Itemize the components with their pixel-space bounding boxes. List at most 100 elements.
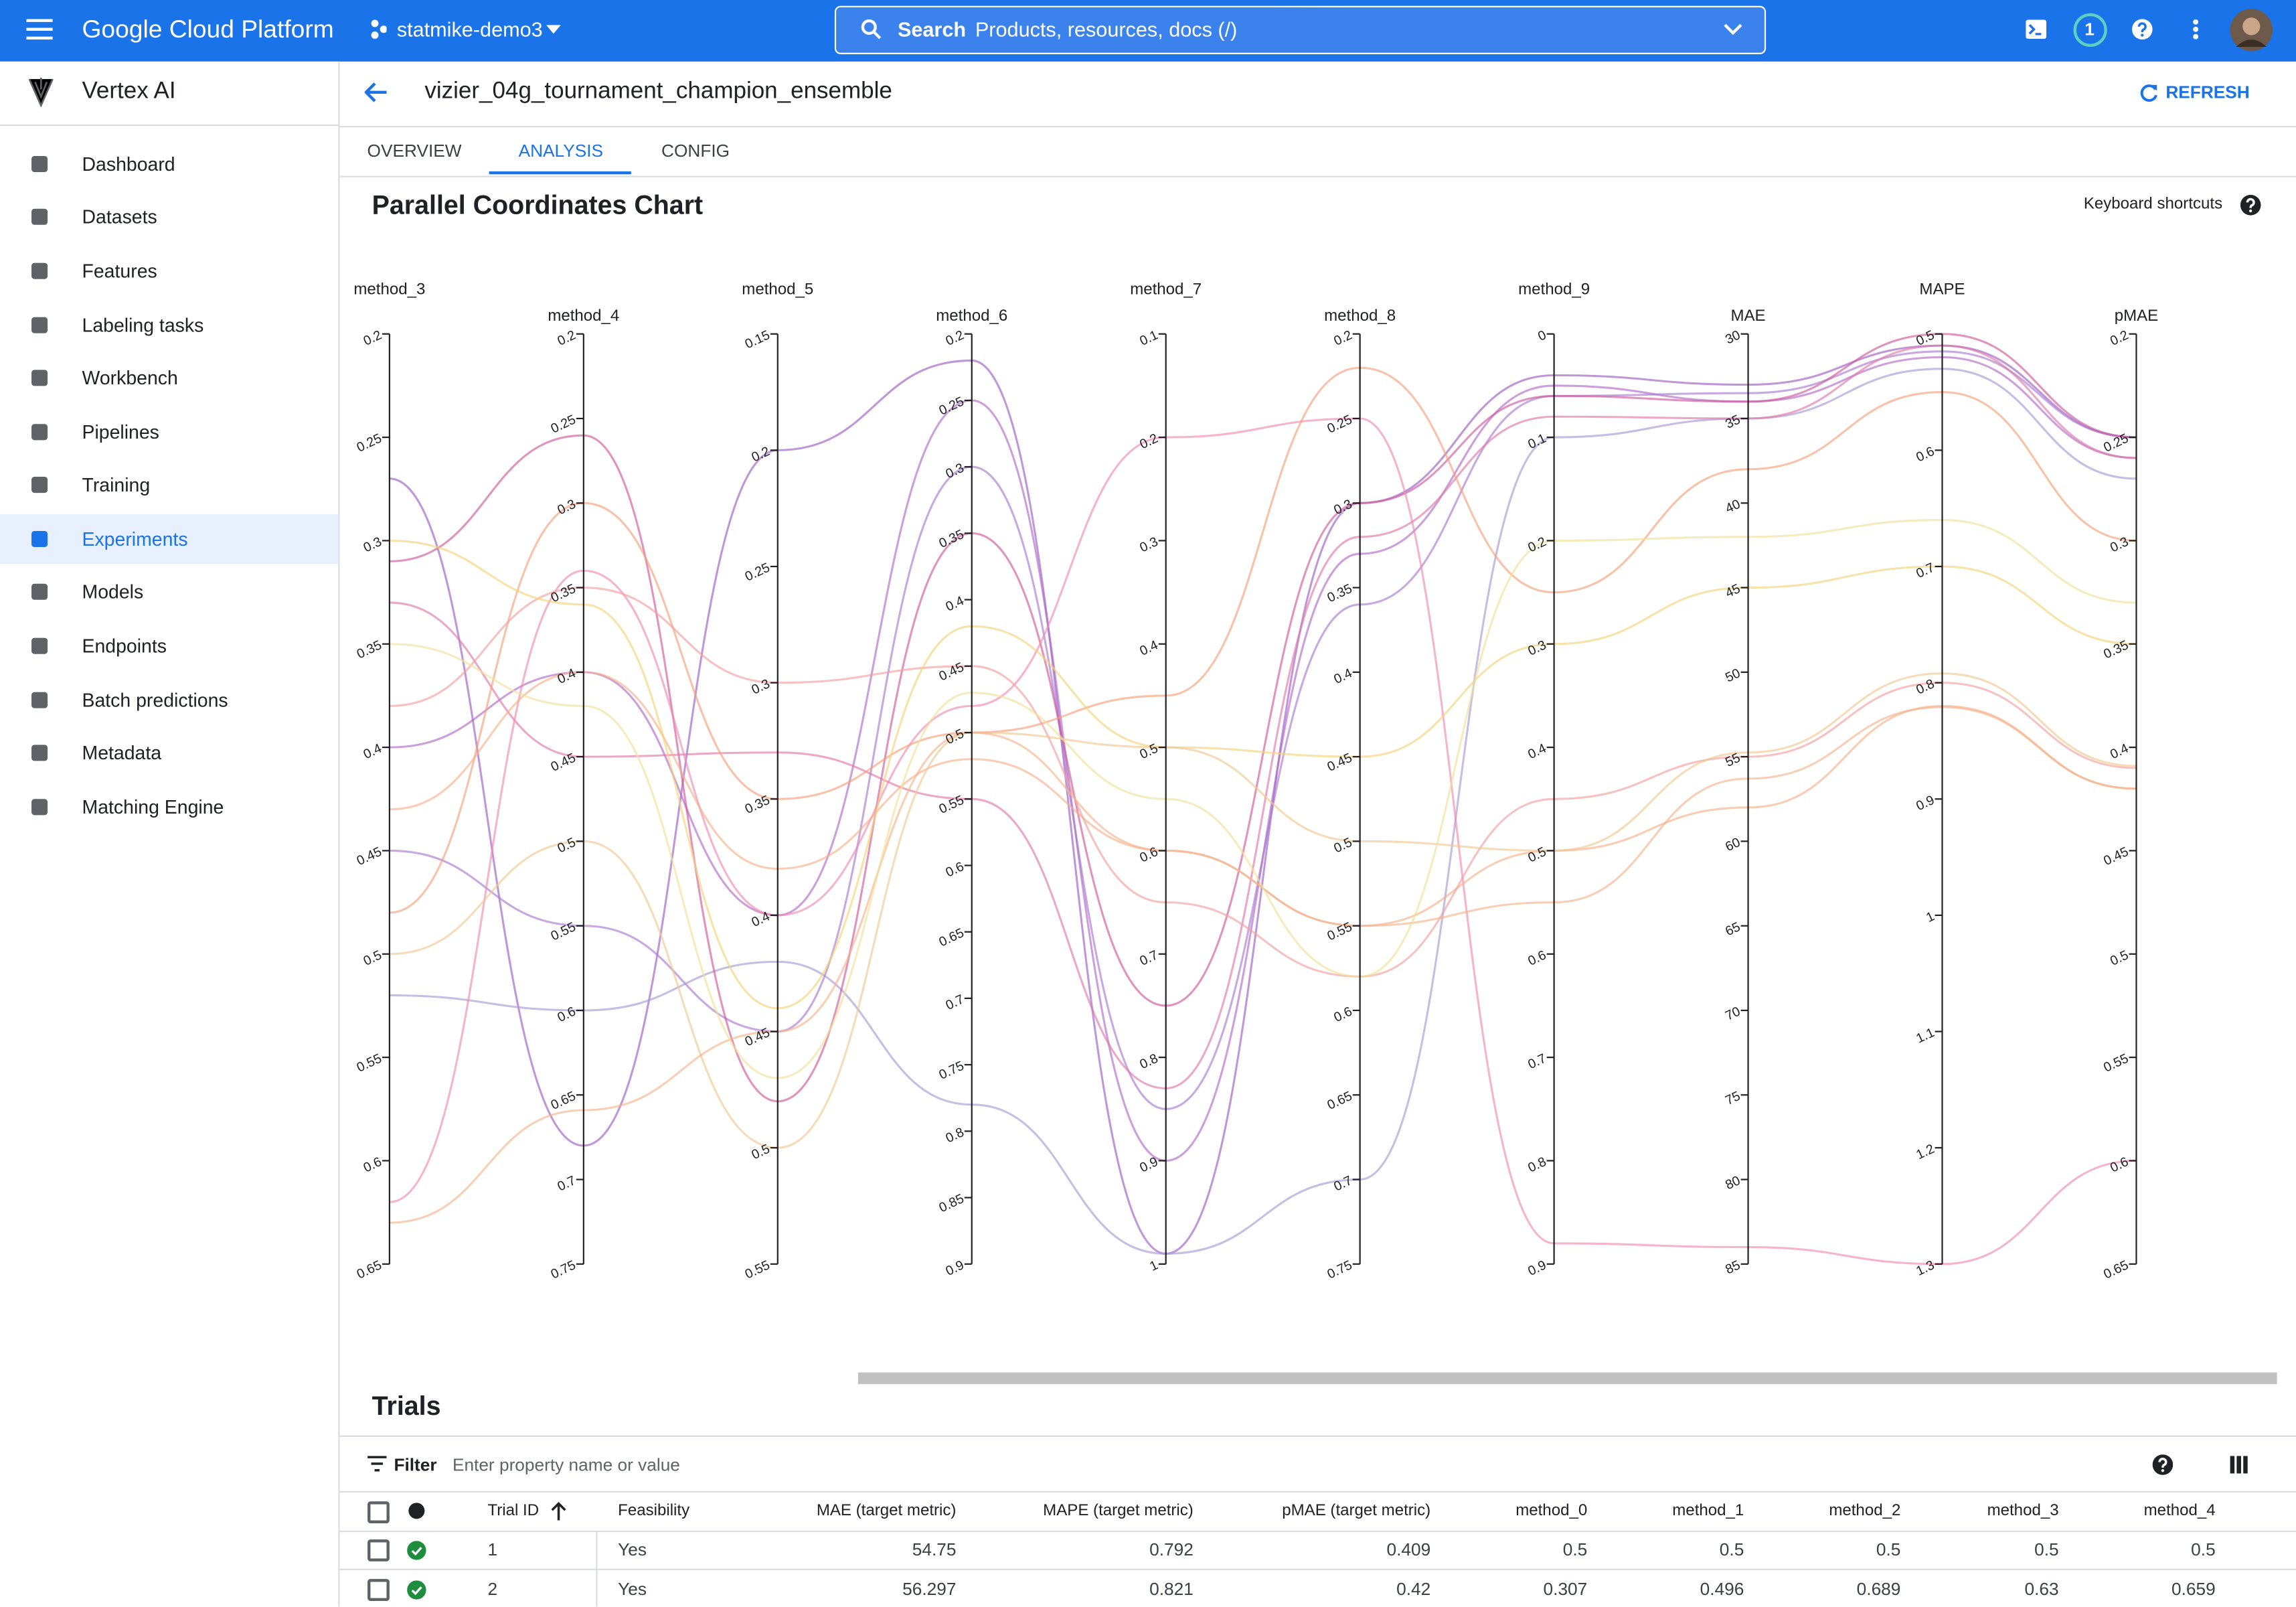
tab[interactable]: OVERVIEW — [367, 141, 462, 161]
column-header[interactable]: method_3 — [1987, 1502, 2059, 1520]
nav-item[interactable]: Datasets — [82, 206, 157, 228]
back-arrow[interactable] — [364, 82, 388, 103]
nav-item[interactable]: Workbench — [82, 366, 178, 389]
table-cell: 1 — [487, 1539, 498, 1560]
nav-item[interactable]: Dashboard — [82, 153, 175, 175]
nav-item[interactable]: Models — [82, 581, 144, 603]
tick-label: 0.8 — [1526, 1154, 1548, 1176]
trials-divider — [339, 1435, 2296, 1437]
nav-item[interactable]: Features — [82, 260, 157, 283]
header-row-border — [339, 1530, 2296, 1533]
trial-line — [389, 417, 2137, 1266]
tick-label: 0.3 — [943, 461, 966, 482]
tick-label: 0.45 — [1325, 751, 1354, 775]
menu-icon[interactable] — [26, 19, 53, 40]
tick-label: 0.4 — [1526, 741, 1548, 763]
column-header[interactable]: MAE (target metric) — [816, 1502, 957, 1520]
tab-indicator — [489, 171, 631, 175]
nav-item[interactable]: Pipelines — [82, 420, 159, 443]
nav-item[interactable]: Labeling tasks — [82, 314, 204, 337]
table-top-border — [339, 1490, 2296, 1493]
tick-label: 0.6 — [361, 1154, 384, 1176]
search-box[interactable] — [834, 5, 1767, 54]
tick-label: 0.7 — [1914, 560, 1937, 582]
nav-item[interactable]: Matching Engine — [82, 795, 224, 818]
tick-label: 0.35 — [549, 581, 578, 605]
chart-title: Parallel Coordinates Chart — [372, 190, 704, 220]
nav-item[interactable]: Endpoints — [82, 635, 167, 658]
tick-label: 0.2 — [1331, 327, 1354, 349]
terminal-icon[interactable] — [2025, 19, 2047, 40]
vertex-logo — [28, 77, 54, 108]
help-icon[interactable] — [2132, 19, 2153, 40]
column-header[interactable]: pMAE (target metric) — [1282, 1502, 1431, 1520]
tick-label: 0.1 — [1526, 431, 1548, 453]
column-header[interactable]: Trial ID — [487, 1502, 540, 1520]
table-cell: 0.307 — [1543, 1579, 1588, 1600]
nav-item[interactable]: Batch predictions — [82, 689, 228, 712]
tab[interactable]: CONFIG — [661, 141, 730, 161]
tick-label: 35 — [1723, 412, 1742, 432]
avatar[interactable] — [2230, 9, 2273, 52]
column-header[interactable]: method_0 — [1515, 1502, 1588, 1520]
axis-name: MAPE — [1919, 281, 1965, 299]
column-header[interactable]: MAPE (target metric) — [1043, 1502, 1194, 1520]
tick-label: 1.3 — [1914, 1257, 1937, 1279]
tick-label: 0.75 — [936, 1059, 966, 1083]
column-header[interactable]: method_2 — [1829, 1502, 1901, 1520]
notification-badge[interactable] — [2073, 13, 2107, 47]
nav-icon — [31, 477, 48, 493]
tick-label: 60 — [1723, 835, 1742, 854]
project-icon — [371, 19, 387, 39]
keyboard-shortcuts[interactable]: Keyboard shortcuts — [2083, 196, 2223, 214]
tick-label: 0.4 — [749, 909, 772, 930]
table-cell: Yes — [618, 1579, 647, 1600]
more-icon[interactable] — [2192, 19, 2200, 40]
sort-arrow[interactable] — [551, 1501, 567, 1521]
tick-label: 0.65 — [936, 925, 966, 949]
nav-item[interactable]: Training — [82, 473, 151, 496]
checkbox[interactable] — [367, 1579, 390, 1601]
refresh-icon[interactable] — [2139, 84, 2158, 102]
nav-item[interactable]: Metadata — [82, 741, 162, 764]
nav-item[interactable]: Experiments — [82, 528, 188, 550]
tick-label: 0.45 — [936, 660, 966, 684]
project-name[interactable]: statmike-demo3 — [396, 17, 543, 42]
tick-label: 0.25 — [743, 560, 772, 585]
columns-icon[interactable] — [2230, 1456, 2248, 1474]
tick-label: 40 — [1723, 497, 1742, 516]
tick-label: 0.65 — [1325, 1089, 1354, 1113]
tick-label: 0.7 — [555, 1173, 578, 1195]
nav-icon — [31, 208, 48, 225]
nav-icon — [31, 530, 48, 548]
tick-label: 0.6 — [1526, 947, 1548, 969]
trial-line — [389, 344, 2137, 1255]
filter-icon[interactable] — [367, 1456, 387, 1472]
table-cell: 0.821 — [1149, 1579, 1194, 1600]
table-cell: 0.496 — [1700, 1579, 1744, 1600]
column-header[interactable]: Feasibility — [618, 1502, 690, 1520]
table-help[interactable] — [2152, 1454, 2174, 1475]
tick-label: 0.35 — [936, 527, 966, 551]
filter-input[interactable]: Enter property name or value — [452, 1454, 680, 1475]
column-header[interactable]: method_4 — [2143, 1502, 2216, 1520]
tick-label: 0.5 — [361, 947, 384, 969]
axis-name: pMAE — [2115, 307, 2158, 325]
tab[interactable]: ANALYSIS — [518, 141, 604, 161]
refresh-button[interactable]: REFRESH — [2165, 82, 2250, 103]
trial-line — [389, 366, 2137, 914]
tick-label: 30 — [1723, 327, 1742, 347]
checkbox[interactable] — [367, 1501, 390, 1523]
column-header[interactable]: method_1 — [1672, 1502, 1744, 1520]
tick-label: 0.7 — [943, 992, 966, 1013]
horizontal-scrollbar[interactable] — [857, 1372, 2277, 1385]
checkbox[interactable] — [367, 1539, 390, 1561]
shortcuts-help[interactable] — [2240, 194, 2261, 216]
tick-label: 0.8 — [1137, 1051, 1160, 1073]
tick-label: 0.55 — [743, 1257, 772, 1282]
table-cell: 0.5 — [1719, 1539, 1744, 1560]
notification-count: 1 — [2084, 19, 2095, 40]
dropdown-icon — [546, 25, 561, 34]
tick-label: 0.45 — [355, 844, 384, 868]
table-cell: 2 — [487, 1579, 498, 1600]
